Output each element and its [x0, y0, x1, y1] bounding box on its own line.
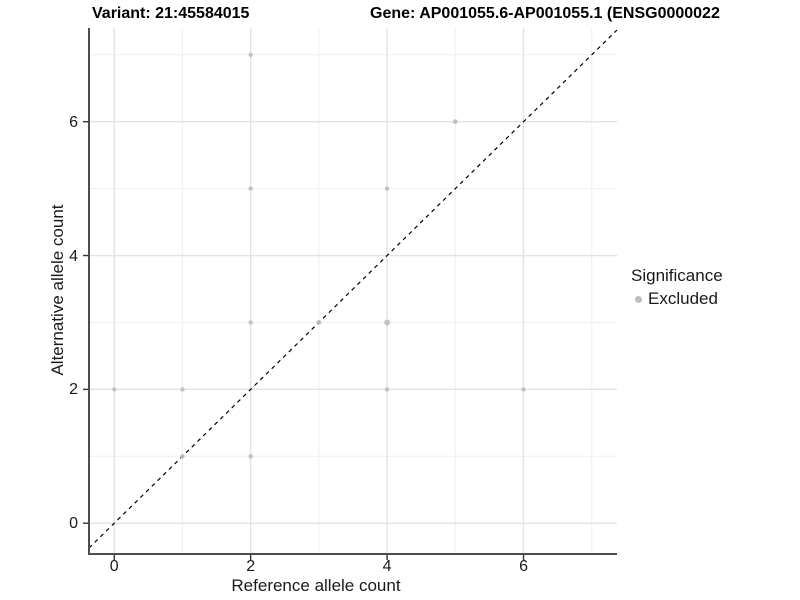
gene-title: Gene: AP001055.6-AP001055.1 (ENSG0000022: [370, 5, 720, 22]
data-point: [316, 320, 322, 325]
x-axis-title: Reference allele count: [231, 576, 401, 595]
data-point: [248, 320, 253, 325]
y-tick-label: 0: [69, 515, 78, 533]
data-point: [112, 387, 117, 392]
x-tick-label: 4: [382, 558, 392, 575]
legend-item-label: Excluded: [648, 289, 718, 308]
data-point: [452, 119, 458, 125]
y-tick-label: 4: [69, 247, 78, 265]
identity-line: [88, 29, 618, 549]
legend-title: Significance: [631, 266, 723, 285]
data-point: [384, 186, 390, 191]
data-point: [384, 319, 391, 326]
data-point: [384, 387, 390, 392]
y-axis-title: Alternative allele count: [48, 204, 67, 376]
data-point: [248, 52, 253, 57]
x-tick-label: 6: [519, 558, 528, 575]
legend-item-excluded: Excluded: [635, 289, 723, 309]
data-point: [180, 454, 185, 459]
legend: Significance Excluded: [631, 266, 723, 309]
data-point: [248, 454, 253, 459]
x-tick-label: 2: [246, 558, 256, 575]
data-point: [248, 186, 253, 191]
data-point: [521, 387, 526, 392]
excluded-point-icon: [635, 295, 642, 303]
data-point: [180, 387, 185, 392]
y-tick-label: 2: [69, 381, 78, 399]
variant-title: Variant: 21:45584015: [92, 5, 250, 22]
x-tick-label: 0: [109, 558, 119, 575]
y-tick-label: 6: [69, 113, 78, 131]
